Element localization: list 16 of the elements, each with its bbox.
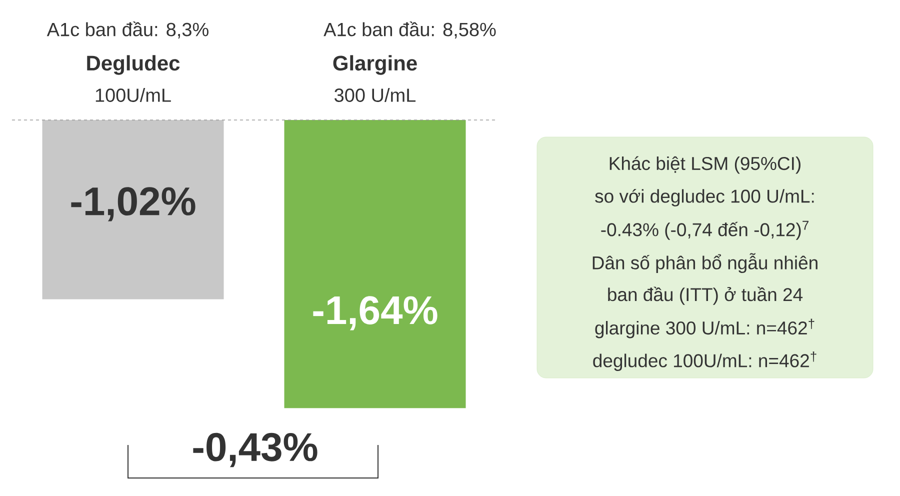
- text: -0,43%: [193, 432, 318, 468]
- text: 300 U/mL: [334, 88, 416, 102]
- text: Khác biệt LSM (95%CI): [610, 156, 800, 174]
- text: glargine 300 U/mL: n=462$^{†}$: [595, 318, 814, 338]
- text: A1c ban đầu: 8,3%: [46, 21, 208, 39]
- data-label: -1,64%: [313, 296, 438, 330]
- text: so với degludec 100 U/mL:: [595, 188, 814, 206]
- text: Dân số phân bổ ngẫu nhiên: [592, 253, 818, 274]
- text: -0.43% (-0,74 đến -0,12)$^{7}$: [601, 220, 808, 240]
- text: 100U/mL: [96, 88, 171, 102]
- text: A1c ban đầu: 8,58%: [324, 21, 496, 39]
- x-tick-label: Glargine: [333, 55, 417, 75]
- data-label: -1,02%: [71, 187, 196, 222]
- x-tick-label: Degludec: [87, 55, 180, 75]
- text: ban đầu (ITT) ở tuần 24: [608, 286, 803, 305]
- text: degludec 100U/mL: n=462$^{†}$: [593, 351, 816, 371]
